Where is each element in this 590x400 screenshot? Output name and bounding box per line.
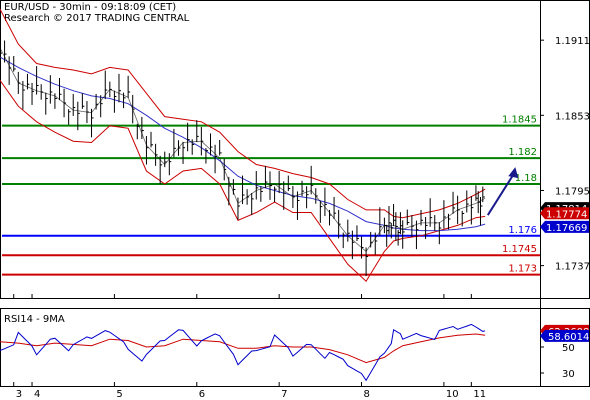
price-y-tick-label: 1.1795 — [555, 186, 590, 197]
x-tick-label: 8 — [364, 389, 370, 400]
x-tick-label: 7 — [281, 389, 287, 400]
price-y-tick-label: 1.1853 — [555, 111, 590, 122]
level-label-support: 1.173 — [508, 264, 537, 275]
x-tick-label: 3 — [16, 389, 22, 400]
rsi-signal-line — [0, 333, 486, 364]
price-tag-label-support: 1.17774 — [546, 209, 587, 220]
rsi-line — [0, 323, 486, 382]
rsi-panel-title: RSI14 - 9MA — [4, 314, 65, 325]
rsi-y-tick-label: 30 — [562, 369, 575, 380]
moving-average-line — [0, 56, 486, 232]
close-price-line — [0, 47, 486, 252]
x-tick-label: 10 — [446, 389, 459, 400]
level-label-resistance: 1.18 — [515, 173, 537, 184]
price-tag-label-pivot: 1.17669 — [546, 223, 587, 234]
forecast-arrow-shaft — [486, 172, 516, 216]
level-label-pivot: 1.176 — [508, 225, 537, 236]
x-tick-label: 5 — [116, 389, 122, 400]
rsi-y-tick-label: 50 — [562, 343, 575, 354]
price-y-tick-label: 1.1911 — [555, 36, 590, 47]
chart-title: EUR/USD - 30min - 09:18:09 (CET) — [4, 2, 177, 13]
price-tag-pivot — [540, 220, 589, 233]
x-tick-label: 6 — [199, 389, 205, 400]
copyright-line: Research © 2017 TRADING CENTRAL — [4, 13, 190, 24]
level-label-resistance: 1.1845 — [502, 115, 537, 126]
bollinger-lower-band — [0, 80, 486, 282]
bollinger-upper-band — [0, 8, 486, 219]
level-label-resistance: 1.182 — [508, 147, 537, 158]
rsi-tag-blue — [540, 329, 589, 342]
price-tag-support — [540, 207, 589, 220]
forecast-arrow-head — [508, 167, 519, 179]
x-tick-label: 11 — [473, 389, 486, 400]
rsi-tag-label-blue: 58.6014 — [548, 332, 589, 343]
price-y-tick-label: 1.1737 — [555, 262, 590, 273]
level-label-support: 1.1745 — [502, 244, 537, 255]
x-tick-label: 4 — [34, 389, 40, 400]
